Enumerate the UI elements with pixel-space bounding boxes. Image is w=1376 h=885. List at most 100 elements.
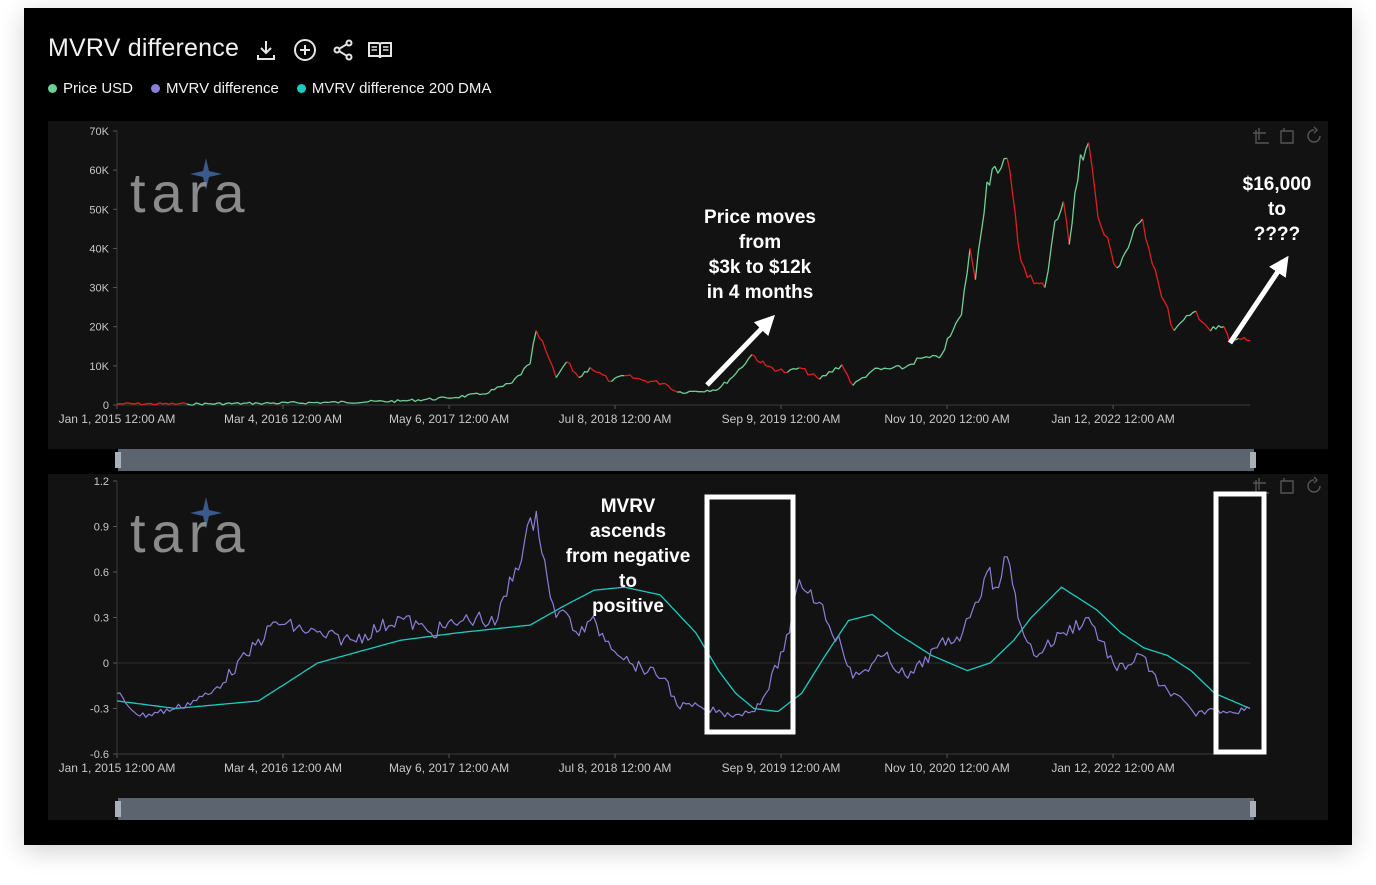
price-series-segment (1033, 282, 1046, 288)
mvrv-slider-handle-right[interactable] (1250, 801, 1256, 817)
price-series-segment (1062, 201, 1070, 245)
price-series-segment (819, 364, 843, 380)
mvrv-x-tick-label: May 6, 2017 12:00 AM (389, 761, 509, 775)
legend-item-mvrv[interactable]: MVRV difference (151, 80, 279, 97)
price-y-tick-label: 20K (89, 322, 109, 334)
price-series-segment (544, 349, 557, 378)
legend-item-dma[interactable]: MVRV difference 200 DMA (296, 80, 492, 97)
highlight-box-2019 (704, 494, 796, 735)
legend-label-dma: MVRV difference 200 DMA (311, 80, 492, 97)
mvrv-slider-track[interactable] (118, 798, 1254, 820)
price-series-segment (1006, 158, 1022, 261)
price-series-segment (1097, 216, 1118, 269)
mvrv-x-tick-label: Jul 8, 2018 12:00 AM (559, 761, 672, 775)
annotation-price-move-line-4: in 4 months (707, 282, 814, 303)
price-series-segment (566, 361, 580, 378)
price-series-segment (1173, 310, 1197, 331)
price-series-segment (1238, 336, 1251, 342)
price-series-segment (718, 373, 737, 390)
price-series-segment (1157, 283, 1175, 331)
price-series-segment (799, 367, 820, 380)
price-x-tick-label: Jan 1, 2015 12:00 AM (59, 412, 176, 426)
price-series-segment (117, 402, 188, 406)
price-series-segment (1195, 310, 1211, 332)
price-series-segment (871, 365, 906, 372)
price-series-segment (1223, 326, 1231, 343)
price-series-segment (852, 370, 873, 386)
legend-dot-dma (296, 84, 306, 93)
price-slider-handle-right[interactable] (1250, 452, 1256, 468)
mvrv-line (116, 510, 1251, 718)
zoom-icon-top[interactable] (1253, 128, 1269, 144)
price-series-segment (1054, 201, 1065, 222)
price-x-tick-label: Sep 9, 2019 12:00 AM (722, 412, 841, 426)
price-slider-track[interactable] (118, 449, 1254, 471)
price-series-segment (974, 181, 988, 280)
price-series-segment (1209, 325, 1225, 332)
mvrv-y-tick-label: 0.3 (94, 613, 109, 625)
mvrv-x-tick-label: Nov 10, 2020 12:00 AM (884, 761, 1009, 775)
price-series-segment (695, 388, 719, 393)
price-series-segment (624, 374, 643, 381)
mvrv-dma-line (116, 586, 1251, 713)
price-series-segment (1141, 218, 1160, 284)
price-plot-background (48, 121, 1328, 449)
share-icon[interactable] (331, 38, 355, 62)
price-series-segment (555, 361, 568, 378)
price-y-tick-label: 70K (89, 126, 109, 138)
download-icon[interactable] (254, 38, 278, 62)
zoom-reset-icon-top[interactable] (1280, 128, 1294, 144)
watermark-text-bottom: tara (130, 501, 251, 564)
price-series-segment (400, 396, 448, 403)
mvrv-series (116, 510, 1251, 718)
mvrv-y-tick-label: -0.3 (90, 704, 109, 716)
legend-label-mvrv: MVRV difference (166, 80, 279, 97)
price-x-tick-label: Jan 12, 2022 12:00 AM (1051, 412, 1174, 426)
price-series-segment (986, 165, 996, 186)
price-grid: 0 10K 20K 30K 40K 50K 60K 70K Jan 1, 2015 12:00 … (59, 126, 1250, 426)
mvrv-x-tick-label: Sep 9, 2019 12:00 AM (722, 761, 841, 775)
mvrv-x-tick-label: Jan 1, 2015 12:00 AM (59, 761, 176, 775)
price-series-segment (186, 401, 259, 406)
annotation-arrow-price-target (1227, 255, 1289, 345)
price-series-segment (1079, 142, 1090, 161)
annotation-mvrv-line-3: from negative (566, 546, 691, 567)
price-series-segment (765, 365, 788, 374)
price-slider-handle-left[interactable] (115, 452, 121, 468)
refresh-icon-top[interactable] (1307, 126, 1321, 143)
price-series-segment (904, 357, 920, 368)
price-series-segment (841, 364, 854, 386)
price-x-tick-label: Jul 8, 2018 12:00 AM (559, 412, 672, 426)
price-chart-toolbar (1253, 126, 1321, 144)
mvrv-grid: -0.6 -0.3 0 0.3 0.6 0.9 1.2 Jan 1, 2015 12:00 A… (59, 476, 1250, 775)
price-series-segment (578, 367, 591, 379)
price-series-segment (529, 330, 537, 365)
price-range-slider[interactable] (115, 449, 1256, 471)
price-series-segment (482, 382, 513, 395)
price-series-segment (952, 314, 962, 331)
price-series-segment (511, 363, 531, 384)
price-series-segment (786, 367, 800, 373)
mvrv-y-tick-label: -0.6 (90, 749, 109, 761)
legend-item-price[interactable]: Price USD (48, 80, 133, 97)
mvrv-range-slider[interactable] (115, 798, 1256, 820)
legend-dot-price (48, 84, 57, 93)
mvrv-slider-handle-left[interactable] (115, 801, 121, 817)
annotation-mvrv-line-5: positive (592, 596, 664, 617)
price-series-segment (919, 354, 940, 360)
annotation-price-move-line-2: from (739, 232, 781, 253)
price-series-segment (994, 157, 1008, 174)
book-icon[interactable] (367, 38, 393, 62)
price-series-segment (1068, 154, 1082, 245)
mvrv-y-tick-label: 1.2 (94, 476, 109, 488)
mvrv-x-tick-label: Mar 4, 2016 12:00 AM (224, 761, 342, 775)
price-series-segment (1116, 218, 1144, 269)
price-series-segment (329, 399, 401, 404)
zoom-reset-icon-bottom[interactable] (1280, 478, 1294, 494)
price-x-tick-label: Nov 10, 2020 12:00 AM (884, 412, 1009, 426)
annotation-price-move-line-3: $3k to $12k (709, 257, 812, 278)
add-circle-icon[interactable] (293, 38, 317, 62)
refresh-icon-bottom[interactable] (1307, 476, 1321, 493)
price-x-tick-label: Mar 4, 2016 12:00 AM (224, 412, 342, 426)
